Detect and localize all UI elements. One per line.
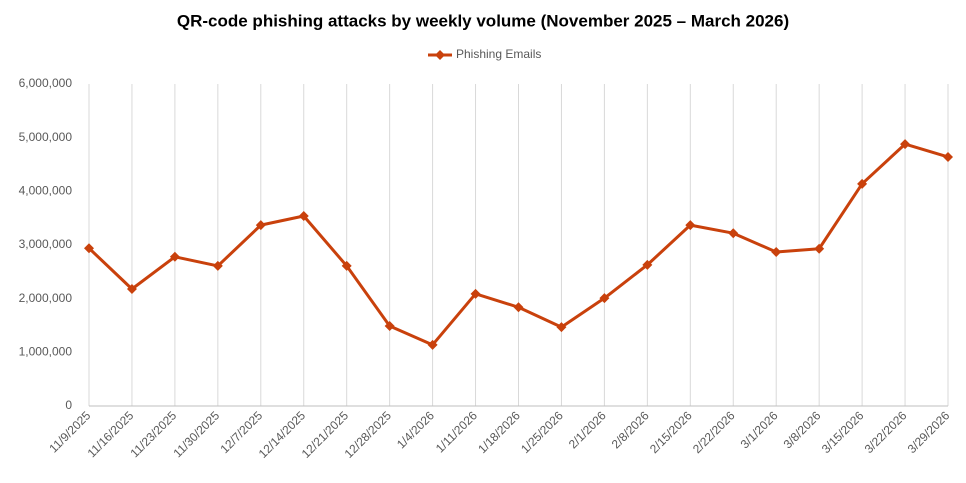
marker <box>169 251 180 262</box>
marker <box>427 339 438 350</box>
x-tick-label: 3/1/2026 <box>738 408 781 451</box>
y-tick-label: 2,000,000 <box>19 291 73 305</box>
x-tick-label: 3/8/2026 <box>781 408 824 451</box>
y-tick-label: 5,000,000 <box>19 130 73 144</box>
x-tick-label: 1/18/2026 <box>475 408 523 456</box>
y-tick-label: 0 <box>65 398 72 412</box>
marker <box>556 322 567 333</box>
x-tick-label: 1/25/2026 <box>518 408 566 456</box>
x-tick-label: 1/4/2026 <box>394 408 437 451</box>
marker <box>298 211 309 222</box>
marker <box>384 321 395 332</box>
x-tick-label: 2/1/2026 <box>566 408 609 451</box>
marker <box>814 243 825 254</box>
marker <box>341 260 352 271</box>
marker <box>943 151 953 162</box>
legend-marker <box>435 50 445 60</box>
x-tick-label: 11/30/2025 <box>170 408 222 460</box>
x-tick-label: 2/8/2026 <box>609 408 652 451</box>
chart-title: QR-code phishing attacks by weekly volum… <box>177 11 789 30</box>
marker <box>470 288 481 299</box>
x-tick-label: 2/15/2026 <box>647 408 695 456</box>
y-tick-label: 4,000,000 <box>19 184 73 198</box>
marker <box>685 220 696 231</box>
x-tick-label: 3/22/2026 <box>862 408 910 456</box>
marker <box>728 228 739 239</box>
x-tick-label: 3/29/2026 <box>905 408 953 456</box>
marker <box>599 293 610 304</box>
marker <box>900 139 911 150</box>
y-tick-label: 1,000,000 <box>19 345 73 359</box>
legend-label: Phishing Emails <box>456 47 541 61</box>
marker <box>642 259 653 270</box>
y-tick-label: 3,000,000 <box>19 237 73 251</box>
marker <box>84 243 94 254</box>
x-tick-label: 2/22/2026 <box>690 408 738 456</box>
marker <box>513 302 524 313</box>
marker <box>857 178 868 189</box>
marker <box>255 220 266 231</box>
y-tick-label: 6,000,000 <box>19 76 73 90</box>
marker <box>771 246 782 257</box>
x-tick-label: 12/28/2025 <box>342 408 395 461</box>
marker <box>212 260 223 271</box>
x-tick-label: 1/11/2026 <box>433 408 480 455</box>
marker <box>126 284 137 295</box>
x-tick-label: 3/15/2026 <box>819 408 867 456</box>
